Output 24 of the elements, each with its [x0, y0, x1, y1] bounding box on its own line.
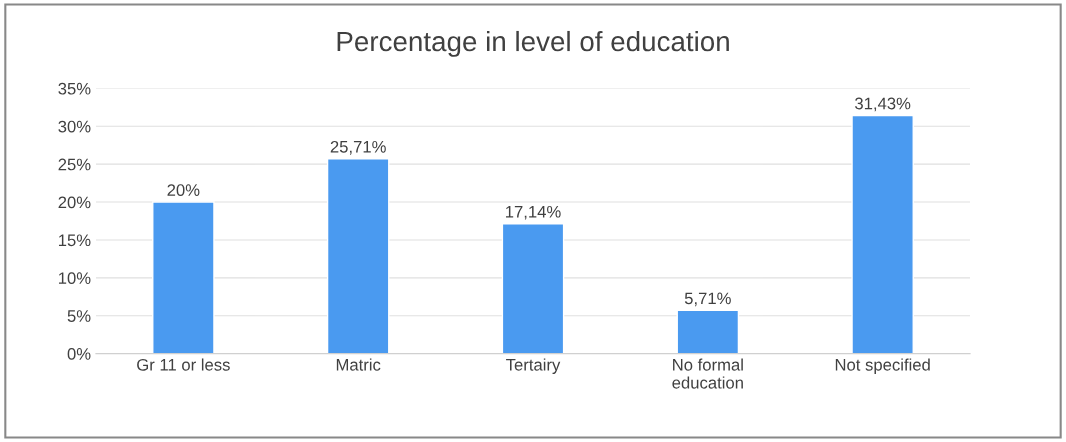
data-label: 20%: [167, 184, 200, 196]
y-tick-label: 0%: [67, 348, 91, 360]
x-tick-label: Gr 11 or less: [137, 358, 230, 371]
data-label: 17,14%: [506, 205, 561, 220]
data-label: 25,71%: [330, 140, 386, 155]
bar: [676, 309, 740, 354]
x-tick-label: Tertairy: [506, 358, 561, 374]
bar: [152, 201, 215, 354]
y-tick-label: 20%: [58, 196, 91, 209]
x-tick-label: No formal education: [672, 358, 743, 389]
y-tick-label: 10%: [58, 272, 91, 285]
bar: [501, 223, 565, 354]
y-tick-label: 5%: [67, 310, 91, 322]
y-tick-label: 35%: [58, 82, 91, 95]
data-label: 5,71%: [684, 292, 731, 307]
y-tick-label: 30%: [58, 120, 91, 133]
bar: [326, 158, 390, 354]
bar: [851, 114, 914, 354]
chart-title: Percentage in level of education: [337, 30, 729, 57]
y-tick-label: 25%: [58, 158, 91, 171]
data-label: 31,43%: [855, 97, 911, 112]
y-tick-label: 15%: [58, 234, 91, 247]
x-tick-label: Matric: [336, 358, 381, 371]
x-tick-label: Not specified: [835, 358, 930, 374]
